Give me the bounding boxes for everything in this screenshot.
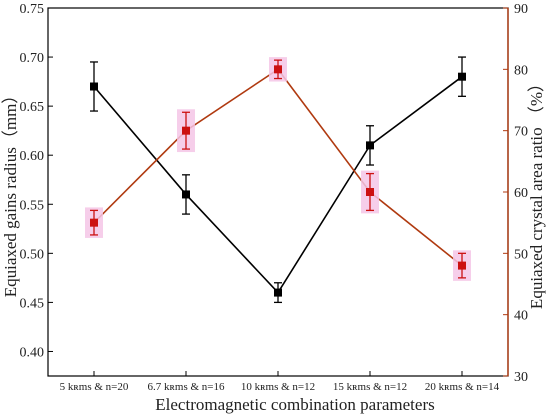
x-tick-label: 20 kʀms & n=14 [425, 381, 500, 393]
left-tick-label: 0.75 [20, 2, 45, 17]
data-point [458, 261, 466, 270]
right-tick-label: 70 [514, 125, 528, 140]
right-axis: 30 40 50 60 70 80 90 [503, 2, 528, 385]
right-tick-label: 60 [514, 186, 528, 201]
data-point [366, 188, 374, 196]
right-tick-label: 90 [514, 2, 528, 17]
left-axis: 0.40 0.45 0.50 0.55 0.60 0.65 0.70 0.75 [20, 2, 53, 360]
x-tick-label: 15 kʀms & n=12 [333, 381, 407, 393]
data-point [90, 218, 98, 227]
x-tick-label: 5 kʀms & n=20 [60, 381, 129, 393]
left-tick-label: 0.50 [20, 247, 45, 262]
data-point [182, 190, 190, 199]
x-tick-label: 6.7 kʀms & n=16 [148, 381, 225, 393]
left-tick-label: 0.65 [20, 100, 45, 115]
data-point [366, 141, 374, 150]
y-axis-right-title: Equiaxed crystal area ratio （%） [527, 75, 546, 309]
data-point [458, 72, 466, 81]
data-point [182, 126, 190, 135]
left-tick-label: 0.45 [20, 296, 45, 311]
x-axis-title: Electromagnetic combination parameters [155, 395, 434, 414]
x-tick-label: 10 kʀms & n=12 [241, 381, 315, 393]
right-tick-label: 80 [514, 63, 528, 78]
series-2 [85, 57, 471, 281]
left-tick-label: 0.40 [20, 345, 45, 360]
right-tick-label: 40 [514, 309, 528, 324]
data-point [274, 288, 282, 297]
left-tick-label: 0.70 [20, 51, 45, 66]
series-line [93, 68, 463, 267]
right-tick-label: 50 [514, 247, 528, 262]
data-point [90, 82, 98, 91]
data-point [274, 65, 282, 74]
y-axis-left-title: Equiaxed gains radius（mm） [1, 87, 20, 298]
right-tick-label: 30 [514, 370, 528, 385]
series-1 [90, 56, 466, 304]
left-tick-label: 0.55 [20, 198, 45, 213]
x-axis: 5 kʀms & n=20 6.7 kʀms & n=16 10 kʀms & n=… [60, 371, 500, 393]
left-tick-label: 0.60 [20, 149, 45, 164]
series-line [93, 76, 463, 294]
series-layer [85, 56, 471, 304]
